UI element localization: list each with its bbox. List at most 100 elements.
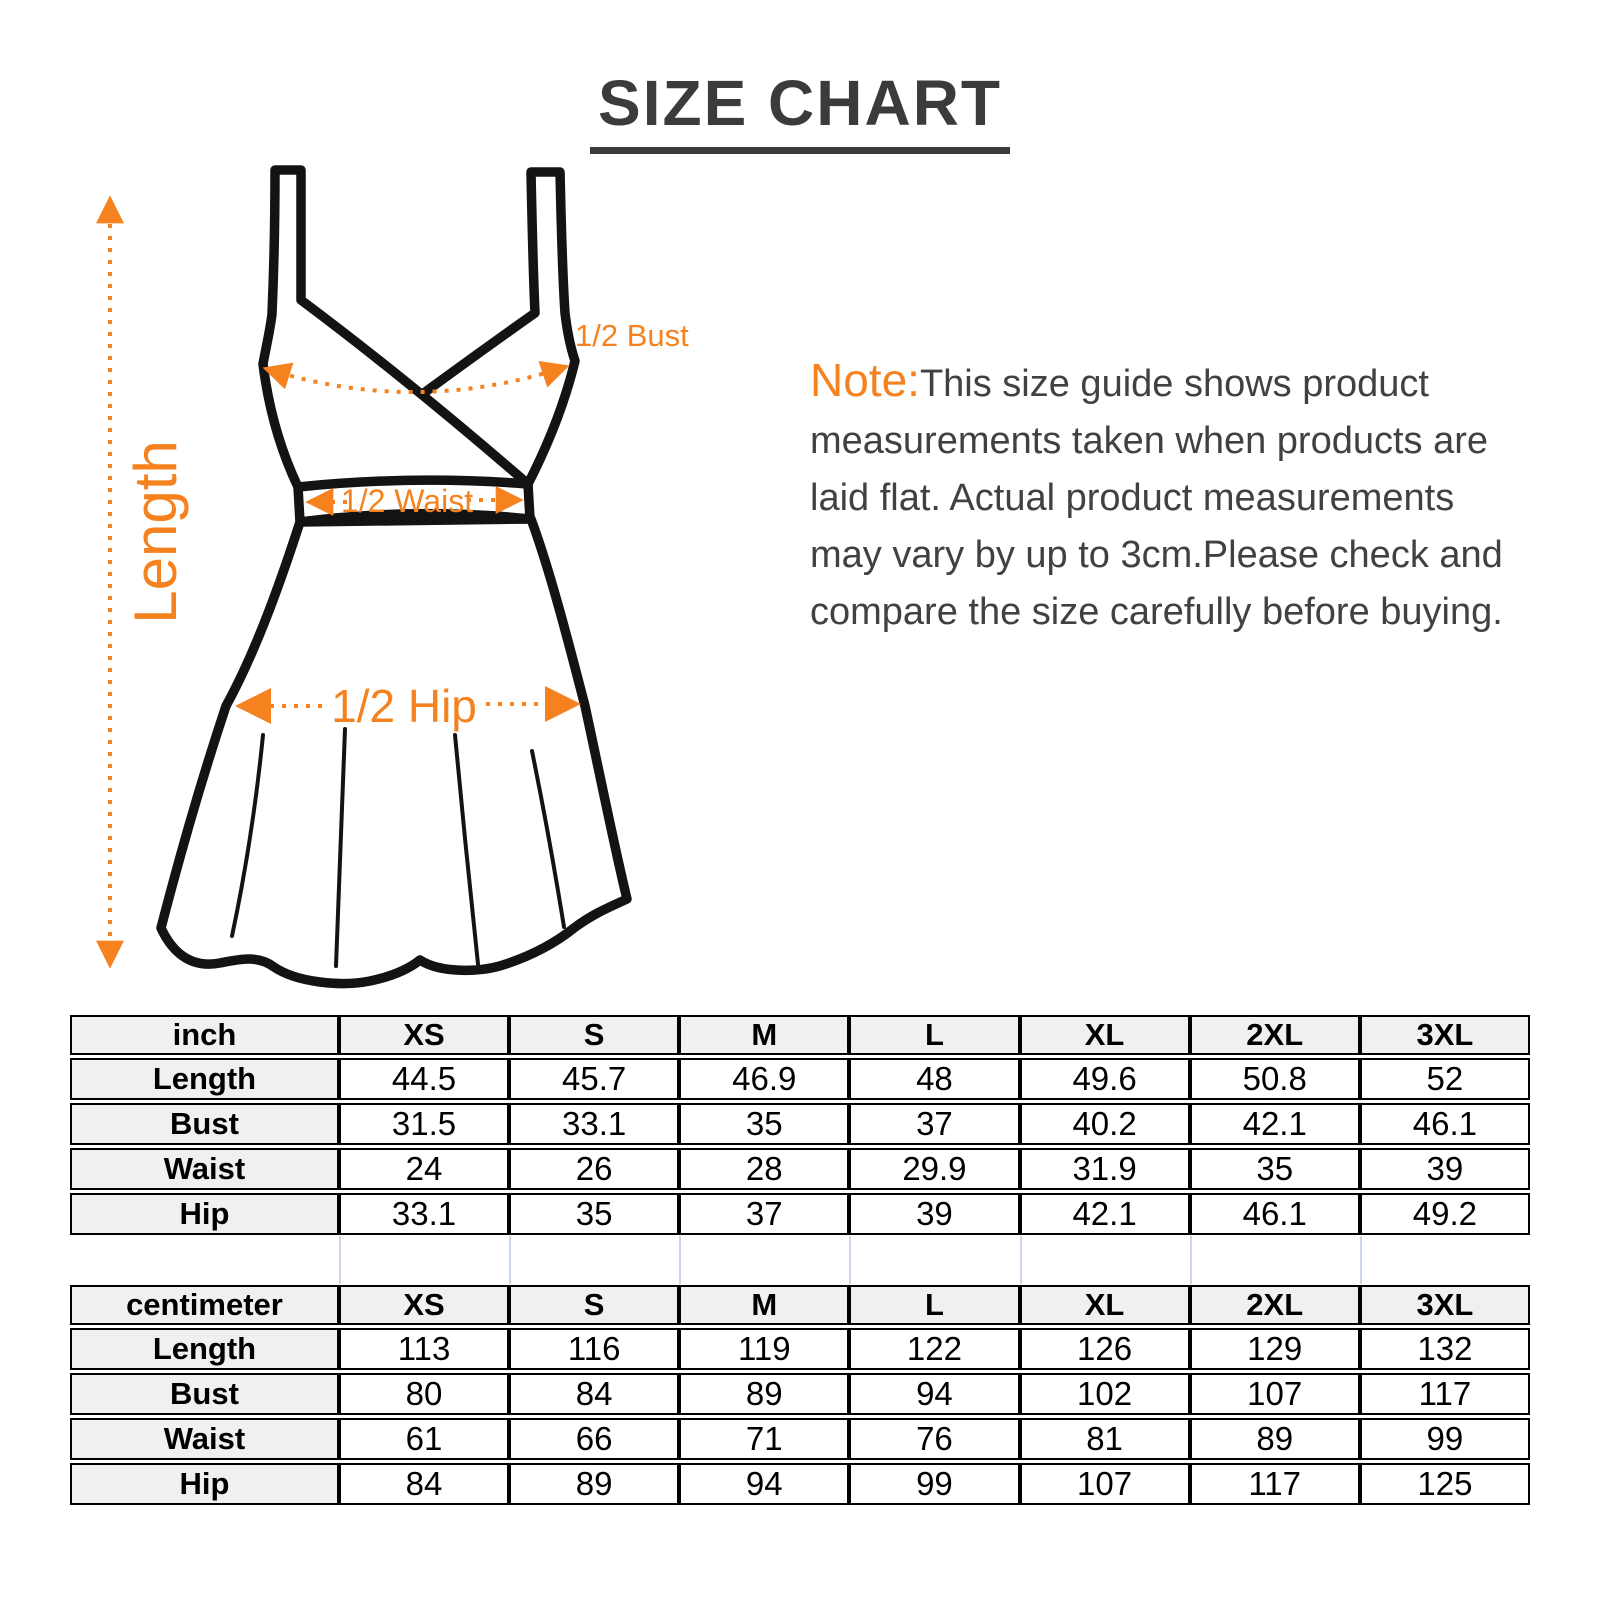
inch-size-table: inch XS S M L XL 2XL 3XL Length 44.5 45.7 46.9 48 49.… xyxy=(70,1012,1530,1238)
size-column-header: 3XL xyxy=(1359,1285,1530,1325)
page-title: SIZE CHART xyxy=(590,69,1010,155)
size-column-header: XS xyxy=(338,1285,510,1325)
size-column-header: 2XL xyxy=(1189,1285,1360,1325)
measure-value-cell: 113 xyxy=(338,1328,510,1370)
table-row: Length 113 116 119 122 126 129 132 xyxy=(70,1328,1530,1370)
measure-value-cell: 39 xyxy=(849,1193,1020,1235)
measure-row-label: Hip xyxy=(70,1463,339,1505)
measure-value-cell: 117 xyxy=(1189,1463,1360,1505)
measure-value-cell: 107 xyxy=(1019,1463,1190,1505)
measure-value-cell: 71 xyxy=(679,1418,850,1460)
pleat-line xyxy=(230,733,265,938)
table-gap-gridline xyxy=(679,1236,682,1284)
table-row: Hip 33.1 35 37 39 42.1 46.1 49.2 xyxy=(70,1193,1530,1235)
measure-value-cell: 46.9 xyxy=(679,1058,850,1100)
measure-row-label: Length xyxy=(70,1058,339,1100)
measure-row-label: Bust xyxy=(70,1103,339,1145)
waist-label: 1/2 Waist xyxy=(341,483,473,519)
measure-value-cell: 33.1 xyxy=(509,1103,680,1145)
measure-value-cell: 76 xyxy=(849,1418,1020,1460)
measure-value-cell: 132 xyxy=(1359,1328,1530,1370)
measure-value-cell: 37 xyxy=(679,1193,850,1235)
table-row: Waist 24 26 28 29.9 31.9 35 39 xyxy=(70,1148,1530,1190)
bust-label: 1/2 Bust xyxy=(575,318,689,353)
length-label: Length xyxy=(122,440,189,624)
measure-value-cell: 39 xyxy=(1359,1148,1530,1190)
measure-row-label: Waist xyxy=(70,1148,339,1190)
dress-measurement-diagram: Length 1/2 Bust 1/2 Waist 1/2 Hip xyxy=(96,165,689,989)
note-prefix: Note: xyxy=(810,354,920,406)
size-column-header: XL xyxy=(1019,1285,1190,1325)
measure-value-cell: 40.2 xyxy=(1019,1103,1190,1145)
pleat-line xyxy=(453,733,480,966)
pleat-line xyxy=(530,749,566,929)
measure-value-cell: 45.7 xyxy=(509,1058,680,1100)
measure-value-cell: 122 xyxy=(849,1328,1020,1370)
size-column-header: XL xyxy=(1019,1015,1190,1055)
measure-value-cell: 24 xyxy=(338,1148,510,1190)
measure-value-cell: 94 xyxy=(849,1373,1020,1415)
size-column-header: L xyxy=(849,1015,1020,1055)
measure-value-cell: 116 xyxy=(509,1328,680,1370)
pleat-line xyxy=(334,727,347,968)
table-gap-gridline xyxy=(849,1236,852,1284)
measure-value-cell: 84 xyxy=(338,1463,510,1505)
note-text: Note:This size guide shows product measu… xyxy=(810,352,1526,641)
measure-value-cell: 29.9 xyxy=(849,1148,1020,1190)
note-body: This size guide shows product measuremen… xyxy=(810,363,1503,633)
size-column-header: M xyxy=(679,1015,850,1055)
hip-label: 1/2 Hip xyxy=(331,680,477,732)
measure-value-cell: 46.1 xyxy=(1189,1193,1360,1235)
measure-value-cell: 48 xyxy=(849,1058,1020,1100)
size-column-header: M xyxy=(679,1285,850,1325)
dress-waistband xyxy=(293,475,535,527)
size-column-header: L xyxy=(849,1285,1020,1325)
measure-value-cell: 46.1 xyxy=(1359,1103,1530,1145)
measure-row-label: Waist xyxy=(70,1418,339,1460)
table-row: Waist 61 66 71 76 81 89 99 xyxy=(70,1418,1530,1460)
measure-value-cell: 119 xyxy=(679,1328,850,1370)
table-gap-gridline xyxy=(1019,1236,1022,1284)
measure-value-cell: 49.6 xyxy=(1019,1058,1190,1100)
table-row: Length 44.5 45.7 46.9 48 49.6 50.8 52 xyxy=(70,1058,1530,1100)
measure-value-cell: 102 xyxy=(1019,1373,1190,1415)
measure-value-cell: 117 xyxy=(1359,1373,1530,1415)
measure-value-cell: 50.8 xyxy=(1189,1058,1360,1100)
size-column-header: S xyxy=(509,1015,680,1055)
measure-value-cell: 125 xyxy=(1359,1463,1530,1505)
measure-value-cell: 66 xyxy=(509,1418,680,1460)
measure-value-cell: 28 xyxy=(679,1148,850,1190)
table-gap-gridline xyxy=(338,1236,341,1284)
table-gap-gridline xyxy=(509,1236,512,1284)
measure-value-cell: 107 xyxy=(1189,1373,1360,1415)
measure-value-cell: 42.1 xyxy=(1019,1193,1190,1235)
measure-value-cell: 37 xyxy=(849,1103,1020,1145)
measure-value-cell: 99 xyxy=(1359,1418,1530,1460)
table-row: Hip 84 89 94 99 107 117 125 xyxy=(70,1463,1530,1505)
measure-row-label: Length xyxy=(70,1328,339,1370)
size-column-header: 3XL xyxy=(1359,1015,1530,1055)
table-gap-gridline xyxy=(1359,1236,1362,1284)
measure-value-cell: 33.1 xyxy=(338,1193,510,1235)
table-gap xyxy=(70,1236,1530,1284)
table-row: Bust 80 84 89 94 102 107 117 xyxy=(70,1373,1530,1415)
measure-value-cell: 35 xyxy=(509,1193,680,1235)
measure-value-cell: 42.1 xyxy=(1189,1103,1360,1145)
measure-value-cell: 89 xyxy=(1189,1418,1360,1460)
measure-value-cell: 26 xyxy=(509,1148,680,1190)
measure-value-cell: 49.2 xyxy=(1359,1193,1530,1235)
size-column-header: S xyxy=(509,1285,680,1325)
measure-value-cell: 52 xyxy=(1359,1058,1530,1100)
measure-value-cell: 89 xyxy=(679,1373,850,1415)
unit-header: centimeter xyxy=(70,1285,339,1325)
measure-value-cell: 94 xyxy=(679,1463,850,1505)
size-column-header: XS xyxy=(338,1015,510,1055)
measure-value-cell: 89 xyxy=(509,1463,680,1505)
measure-value-cell: 84 xyxy=(509,1373,680,1415)
table-gap-gridline xyxy=(1189,1236,1192,1284)
measure-value-cell: 35 xyxy=(1189,1148,1360,1190)
measure-value-cell: 99 xyxy=(849,1463,1020,1505)
measure-row-label: Bust xyxy=(70,1373,339,1415)
measure-value-cell: 31.9 xyxy=(1019,1148,1190,1190)
